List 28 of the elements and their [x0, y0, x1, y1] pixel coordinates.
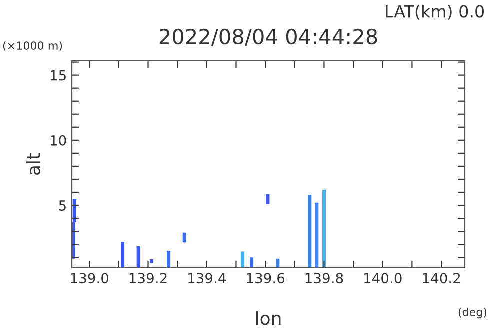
x-tick-label: 139.8 [306, 273, 344, 284]
y-tick-label: 10 [50, 135, 66, 146]
bar [136, 246, 140, 268]
bar [182, 232, 186, 243]
x-tick-label: 139.6 [247, 273, 285, 284]
y-axis-title: alt [26, 153, 40, 175]
bar [315, 202, 319, 268]
x-tick-label: 139.4 [188, 273, 226, 284]
text: LAT(km) 0.0 [386, 4, 484, 20]
text: (deg) [458, 308, 487, 319]
x-tick-label: 140.2 [423, 273, 460, 284]
bar [276, 258, 280, 268]
bar [150, 260, 154, 264]
bar [308, 195, 312, 268]
bar [240, 252, 244, 268]
x-tick-label: 140.0 [364, 273, 402, 284]
text: (×1000 m) [3, 41, 62, 52]
bar [120, 242, 124, 268]
bar [266, 194, 270, 204]
chart-title: 2022/08/04 04:44:28 [160, 28, 378, 46]
x-tick-label: 139.0 [71, 273, 109, 284]
x-axis-title: lon [256, 311, 281, 326]
y-tick-label: 5 [59, 200, 66, 211]
bar [167, 251, 171, 268]
bar [250, 258, 254, 268]
y-tick-label: 15 [50, 70, 66, 81]
bar [322, 190, 326, 268]
x-tick-label: 139.2 [130, 273, 167, 284]
